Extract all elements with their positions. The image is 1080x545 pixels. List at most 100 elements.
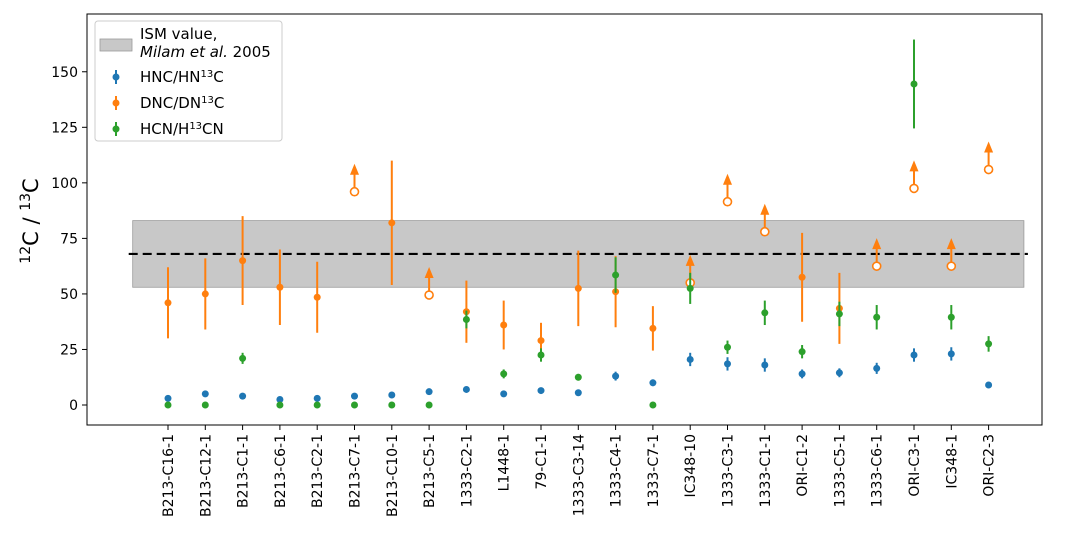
- data-point: [462, 315, 470, 323]
- data-point: [313, 293, 321, 301]
- data-point: [798, 273, 806, 281]
- data-point: [388, 401, 396, 409]
- x-tick-label: B213-C10-1: [385, 434, 401, 517]
- legend-ism-label: ISM value,: [140, 25, 217, 43]
- x-tick-label: 1333-C3-14: [571, 434, 587, 516]
- lower-limit-marker: [946, 261, 957, 271]
- data-point: [985, 381, 993, 389]
- y-tick-label: 0: [69, 398, 78, 414]
- data-point: [239, 354, 247, 362]
- x-tick-label: B213-C1-1: [236, 434, 252, 508]
- marks-layer: [164, 39, 994, 409]
- x-tick-label: 1333-C4-1: [609, 434, 625, 507]
- data-point: [388, 219, 396, 227]
- y-axis-label: 12C / 13C: [18, 178, 43, 263]
- data-point: [500, 370, 508, 378]
- data-point: [612, 271, 620, 279]
- data-point: [537, 351, 545, 359]
- x-tick-label: ORI-C3-1: [907, 434, 923, 497]
- legend-series-main: HCN/H: [140, 120, 189, 138]
- legend-series-label: DNC/DN13C: [140, 94, 224, 112]
- data-point: [947, 313, 955, 321]
- data-point: [201, 290, 209, 298]
- data-point: [388, 391, 396, 399]
- y-axis-label-c1: C /: [19, 211, 43, 246]
- y-tick-label: 75: [60, 231, 78, 247]
- legend-marker-point: [112, 73, 120, 81]
- x-tick-label: IC348-1: [944, 434, 960, 489]
- data-point: [947, 350, 955, 358]
- legend-series-label: HCN/H13CN: [140, 120, 224, 138]
- x-tick-label: 1333-C7-1: [646, 434, 662, 507]
- y-tick-label: 25: [60, 342, 78, 358]
- limit-arrow-head: [723, 173, 732, 185]
- data-point: [462, 385, 470, 393]
- x-tick-label: B213-C2-1: [310, 434, 326, 508]
- limit-arrow-head: [946, 238, 956, 250]
- data-point: [239, 392, 247, 400]
- limit-arrow-head: [685, 254, 695, 266]
- lower-limit-marker: [349, 186, 360, 197]
- data-point: [612, 372, 620, 380]
- data-point: [761, 309, 769, 317]
- data-point: [425, 401, 433, 409]
- data-point: [574, 284, 582, 292]
- y-tick-label: 100: [51, 176, 78, 192]
- x-tick-label: 1333-C5-1: [832, 434, 848, 507]
- data-point: [276, 401, 284, 409]
- x-axis: B213-C16-1 B213-C12-1 B213-C1-1 B213-C6-1 B2…: [161, 425, 998, 517]
- data-point: [425, 388, 433, 396]
- legend-series-sup: 13: [201, 69, 214, 80]
- legend-series-tail: C: [214, 94, 224, 112]
- y-axis: 0 25 50 75 100 125 150: [51, 65, 87, 414]
- legend-marker-point: [112, 125, 120, 133]
- x-tick-label: ORI-C1-2: [795, 434, 811, 497]
- data-point: [201, 401, 209, 409]
- data-point: [164, 401, 172, 409]
- data-point: [164, 299, 172, 307]
- data-point: [649, 324, 657, 332]
- limit-arrow-head: [984, 141, 994, 153]
- data-point: [500, 390, 508, 398]
- data-point: [910, 80, 918, 88]
- legend-ism-citation-rest: 2005: [228, 43, 271, 61]
- x-tick-label: B213-C6-1: [273, 434, 289, 508]
- lower-limit-marker: [909, 183, 919, 194]
- legend: ISM value,Milam et al. 2005HNC/HN13CDNC/…: [94, 20, 283, 142]
- y-tick-label: 125: [51, 120, 78, 136]
- data-point: [724, 343, 731, 351]
- data-point: [351, 401, 358, 409]
- legend-marker-point: [112, 99, 120, 107]
- x-tick-label: 1333-C1-1: [758, 434, 774, 507]
- data-point: [574, 389, 582, 397]
- limit-arrow-head: [760, 203, 770, 215]
- legend-series-tail: C: [213, 68, 223, 86]
- limit-arrow-head: [424, 267, 434, 279]
- x-tick-label: B213-C16-1: [161, 434, 177, 517]
- limit-arrow-head: [350, 163, 359, 175]
- x-tick-label: 1333-C2-1: [459, 434, 475, 507]
- x-tick-label: B213-C12-1: [198, 434, 214, 517]
- data-point: [873, 313, 881, 321]
- data-point: [835, 310, 843, 318]
- data-point: [649, 401, 657, 409]
- data-point: [686, 355, 694, 363]
- data-point: [276, 283, 284, 291]
- data-point: [649, 379, 657, 387]
- x-tick-label: 1333-C3-1: [721, 434, 737, 507]
- x-tick-label: ORI-C2-3: [982, 434, 998, 497]
- lower-limit-marker: [759, 226, 770, 237]
- legend-ism-citation: Milam et al. 2005: [140, 43, 271, 61]
- legend-series-main: HNC/HN: [140, 68, 201, 86]
- plot-frame: [86, 13, 1043, 426]
- x-tick-label: 79-C1-1: [534, 434, 550, 490]
- x-tick-label: B213-C5-1: [422, 434, 438, 508]
- legend-series-tail: CN: [202, 120, 224, 138]
- lower-limit-marker: [983, 164, 994, 175]
- series-2: [164, 39, 993, 409]
- data-point: [574, 373, 582, 381]
- data-point: [313, 401, 321, 409]
- data-point: [239, 257, 247, 265]
